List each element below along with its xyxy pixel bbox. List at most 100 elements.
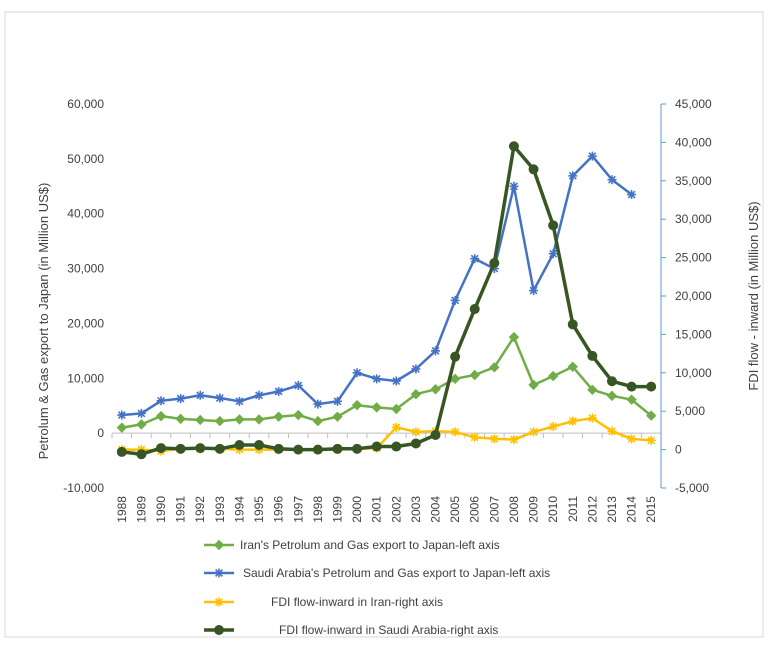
x-tick-label: 2005: [448, 496, 462, 523]
x-tick-label: 1991: [174, 496, 188, 523]
legend-label: FDI flow-inward in Saudi Arabia-right ax…: [279, 623, 498, 637]
right-tick-label: 45,000: [675, 97, 712, 111]
data-point: [117, 410, 127, 420]
data-point: [509, 435, 519, 445]
x-tick-label: 2001: [370, 496, 384, 523]
data-point: [489, 264, 499, 274]
data-point: [273, 411, 284, 422]
right-tick-label: 10,000: [675, 366, 712, 380]
data-point: [509, 181, 519, 191]
x-tick-label: 2014: [625, 496, 639, 523]
chart-border: [4, 11, 764, 638]
data-point: [548, 249, 558, 259]
data-point: [234, 396, 244, 406]
left-tick-label: 20,000: [67, 316, 104, 330]
data-point: [568, 171, 578, 181]
left-tick-label: 10,000: [67, 371, 104, 385]
right-tick-label: 5,000: [675, 404, 705, 418]
data-point: [136, 419, 147, 430]
x-tick-label: 1989: [134, 496, 148, 523]
data-point: [508, 141, 519, 152]
data-point: [470, 254, 480, 264]
legend-label: Saudi Arabia's Petrolum and Gas export t…: [243, 566, 550, 580]
data-point: [352, 368, 362, 378]
x-tick-label: 1988: [115, 496, 129, 523]
data-point: [470, 432, 480, 442]
data-point: [332, 396, 342, 406]
data-point: [234, 439, 245, 450]
data-point: [391, 441, 402, 452]
x-tick-label: 2000: [350, 496, 364, 523]
left-tick-label: -10,000: [63, 481, 104, 495]
right-tick-label: 0: [675, 443, 682, 457]
x-tick-label: 2012: [585, 496, 599, 523]
data-point: [391, 376, 401, 386]
data-point: [567, 319, 578, 330]
data-point: [332, 443, 343, 454]
left-axis-title: Petrolum & Gas export to Japan (in Milli…: [36, 183, 51, 460]
data-point: [587, 384, 598, 396]
series-1: [117, 151, 637, 420]
legend-entry: Saudi Arabia's Petrolum and Gas export t…: [204, 566, 550, 580]
data-point: [548, 422, 558, 432]
data-point: [234, 414, 245, 425]
right-tick-label: 25,000: [675, 251, 712, 265]
data-point: [411, 427, 421, 437]
series-0: [116, 331, 657, 433]
data-point: [450, 295, 460, 305]
legend-swatch-marker: [214, 597, 224, 607]
data-point: [430, 384, 441, 395]
data-point: [215, 393, 225, 403]
data-point: [587, 413, 597, 423]
left-tick-label: 60,000: [67, 97, 104, 111]
data-point: [431, 346, 441, 356]
left-tick-label: 0: [97, 426, 104, 440]
x-tick-label: 1997: [291, 496, 305, 523]
data-point: [313, 399, 323, 409]
x-tick-label: 1993: [213, 496, 227, 523]
data-point: [529, 286, 539, 296]
x-tick-label: 2013: [605, 496, 619, 523]
x-tick-label: 2008: [507, 496, 521, 523]
x-tick-label: 2004: [429, 496, 443, 523]
data-point: [273, 443, 284, 454]
data-point: [195, 443, 206, 454]
data-point: [214, 415, 226, 427]
data-point: [489, 362, 500, 373]
data-point: [195, 390, 205, 400]
series-layer: [116, 141, 657, 460]
data-point: [156, 396, 166, 406]
legend-label: Iran's Petrolum and Gas export to Japan-…: [240, 538, 500, 552]
left-tick-label: 50,000: [67, 152, 104, 166]
x-tick-label: 2010: [546, 496, 560, 523]
left-tick-label: 40,000: [67, 207, 104, 221]
data-point: [254, 439, 265, 450]
data-point: [371, 441, 382, 452]
data-point: [391, 422, 401, 432]
series-line: [121, 335, 652, 429]
x-tick-label: 1994: [232, 496, 246, 523]
data-point: [156, 443, 167, 454]
x-tick-label: 1998: [311, 496, 325, 523]
axis-layer: -10,000 0 10,000 20,000 30,000 40,000 50,000 60…: [63, 97, 712, 523]
right-tick-label: 35,000: [675, 174, 712, 188]
data-point: [469, 369, 480, 381]
data-point: [606, 376, 617, 387]
data-point: [116, 446, 127, 457]
data-point: [489, 434, 499, 444]
legend: Iran's Petrolum and Gas export to Japan-…: [204, 538, 550, 637]
right-tick-label: 40,000: [675, 135, 712, 149]
legend-swatch-marker: [214, 625, 224, 635]
data-point: [645, 410, 657, 421]
data-point: [450, 351, 461, 362]
x-tick-label: 2002: [389, 496, 403, 523]
data-point: [469, 304, 480, 315]
data-point: [410, 388, 422, 400]
x-tick-label: 2009: [527, 496, 541, 523]
series-3: [116, 141, 657, 460]
data-point: [548, 220, 559, 231]
data-point: [568, 416, 578, 426]
legend-entry: FDI flow-inward in Saudi Arabia-right ax…: [204, 623, 498, 637]
data-point: [587, 151, 597, 161]
